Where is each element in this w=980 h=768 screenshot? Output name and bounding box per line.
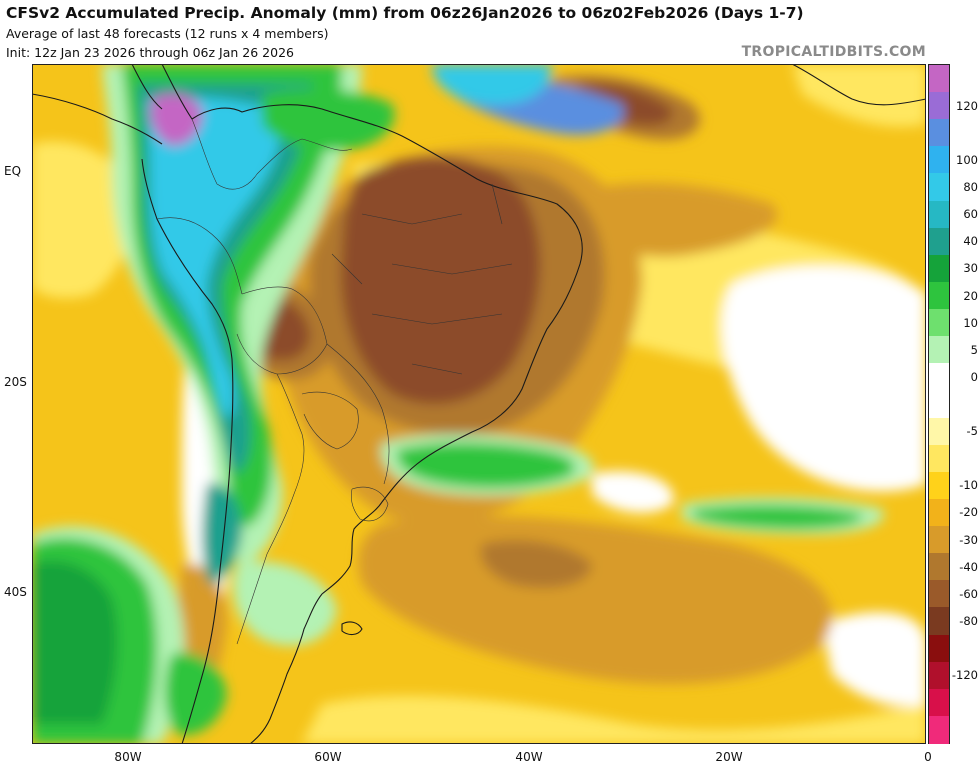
colorbar-tick-label: -20 bbox=[959, 505, 978, 520]
near-zero-southeast-atlantic bbox=[822, 612, 926, 707]
colorbar-swatch bbox=[929, 471, 949, 500]
coastlines bbox=[32, 64, 926, 744]
dry-strong-equatorial-atlantic bbox=[577, 83, 673, 126]
colombia-border bbox=[191, 118, 258, 190]
wet-green-chile-fjords bbox=[165, 653, 227, 735]
colorbar-swatch bbox=[929, 200, 949, 229]
lon-label-80w: 80W bbox=[114, 750, 142, 764]
lat-label-40s: 40S bbox=[4, 585, 27, 599]
colorbar-swatch bbox=[929, 119, 949, 147]
colorbar-swatch bbox=[929, 92, 949, 120]
colorbar-swatch bbox=[929, 498, 949, 527]
colorbar-tick-label: -30 bbox=[959, 532, 978, 547]
colorbar-swatch bbox=[929, 526, 949, 554]
wet-cyan-caribbean bbox=[432, 64, 552, 105]
colorbar-swatch bbox=[929, 580, 949, 608]
dry-light-south-atlantic bbox=[358, 515, 832, 684]
south-america-coastline bbox=[161, 64, 583, 744]
colorbar-tick-label: -5 bbox=[966, 424, 978, 439]
colorbar-swatch bbox=[929, 65, 949, 93]
colorbar-swatch bbox=[929, 336, 949, 364]
colorbar-swatch bbox=[929, 444, 949, 473]
colorbar-tick-label: -80 bbox=[959, 613, 978, 628]
dry-strong-brazil-core bbox=[341, 156, 541, 404]
brazil-interior-border bbox=[326, 343, 390, 485]
colorbar-swatch bbox=[929, 634, 949, 663]
peru-border bbox=[156, 217, 243, 295]
africa-coastline bbox=[791, 64, 926, 106]
wet-purple-colombia bbox=[150, 93, 203, 146]
colorbar-swatch bbox=[929, 661, 949, 690]
uruguay-border bbox=[350, 486, 389, 522]
lon-label-60w: 60W bbox=[314, 750, 342, 764]
colorbar-tick-label: 0 bbox=[970, 369, 978, 384]
colorbar-swatch bbox=[929, 390, 949, 419]
dry-light-east-atlantic bbox=[572, 183, 778, 257]
colorbar-swatch bbox=[929, 281, 949, 310]
colorbar-swatch bbox=[929, 363, 949, 392]
colorbar-tick-label: 20 bbox=[963, 288, 978, 303]
dry-pale-cape-verde bbox=[792, 64, 926, 127]
map-canvas bbox=[32, 64, 926, 744]
colorbar-tick-label: 120 bbox=[956, 98, 978, 113]
colorbar-tick-label: -40 bbox=[959, 559, 978, 574]
argentina-border bbox=[236, 373, 305, 645]
colorbar bbox=[928, 64, 950, 744]
lon-label-0: 0 bbox=[924, 750, 932, 764]
colorbar-tick-label: 80 bbox=[963, 180, 978, 195]
paraguay-border bbox=[301, 391, 359, 450]
colorbar-swatch bbox=[929, 715, 949, 744]
colorbar-swatch bbox=[929, 688, 949, 717]
brazil-state-lines bbox=[331, 183, 513, 375]
central-america-coastline bbox=[32, 64, 163, 145]
near-zero-south-atlantic bbox=[592, 471, 674, 513]
colorbar-tick-label: 30 bbox=[963, 261, 978, 276]
colorbar-tick-label: 5 bbox=[970, 342, 978, 357]
dry-pale-band-south bbox=[302, 695, 926, 744]
lon-label-20w: 20W bbox=[715, 750, 743, 764]
near-zero-east-atlantic bbox=[721, 265, 926, 492]
colorbar-swatch bbox=[929, 227, 949, 256]
colorbar-swatch bbox=[929, 254, 949, 283]
colorbar-tick-label: 10 bbox=[963, 315, 978, 330]
lat-label-eq: EQ bbox=[4, 164, 22, 178]
lat-label-20s: 20S bbox=[4, 375, 27, 389]
map-subtitle-ensemble: Average of last 48 forecasts (12 runs x … bbox=[6, 26, 329, 41]
colorbar-tick-label: 40 bbox=[963, 234, 978, 249]
dry-mid-south-atlantic bbox=[480, 540, 592, 588]
colorbar-swatch bbox=[929, 553, 949, 581]
colorbar-tick-label: -60 bbox=[959, 586, 978, 601]
wet-dark-southeast-pacific bbox=[32, 560, 118, 724]
colorbar-tick-label: -120 bbox=[951, 668, 978, 683]
wet-cyan-andes bbox=[147, 97, 282, 419]
chile-coastline bbox=[141, 158, 234, 744]
brand-watermark: TROPICALTIDBITS.COM bbox=[741, 44, 926, 60]
precip-anomaly-map bbox=[32, 64, 926, 744]
colorbar-swatch bbox=[929, 607, 949, 636]
colorbar-tick-label: -10 bbox=[959, 478, 978, 493]
political-borders bbox=[156, 118, 513, 645]
colorbar-labels: 120 100 80 60 40 30 20 10 5 0 -5 -10 -20 -30 -40 -60 -80… bbox=[952, 64, 980, 744]
map-header: CFSv2 Accumulated Precip. Anomaly (mm) f… bbox=[6, 0, 926, 64]
map-subtitle-init: Init: 12z Jan 23 2026 through 06z Jan 26… bbox=[6, 45, 294, 60]
colorbar-swatch bbox=[929, 309, 949, 337]
colorbar-tick-label: 100 bbox=[956, 152, 978, 167]
wet-teal-chile-coast bbox=[202, 483, 242, 584]
colorbar-swatch bbox=[929, 173, 949, 202]
colorbar-swatch bbox=[929, 417, 949, 446]
wet-green-guianas bbox=[262, 88, 395, 151]
wet-green-south-atlantic-band bbox=[396, 442, 576, 488]
wet-pale-patagonia bbox=[233, 561, 337, 646]
dry-pale-west-coast bbox=[32, 141, 135, 299]
lon-label-40w: 40W bbox=[515, 750, 543, 764]
falklands-coastline bbox=[341, 621, 363, 636]
map-title: CFSv2 Accumulated Precip. Anomaly (mm) f… bbox=[6, 4, 804, 22]
colorbar-swatch bbox=[929, 146, 949, 175]
colorbar-tick-label: 60 bbox=[963, 207, 978, 222]
venezuela-border bbox=[256, 138, 353, 175]
wet-green-far-south-atlantic bbox=[692, 505, 863, 529]
